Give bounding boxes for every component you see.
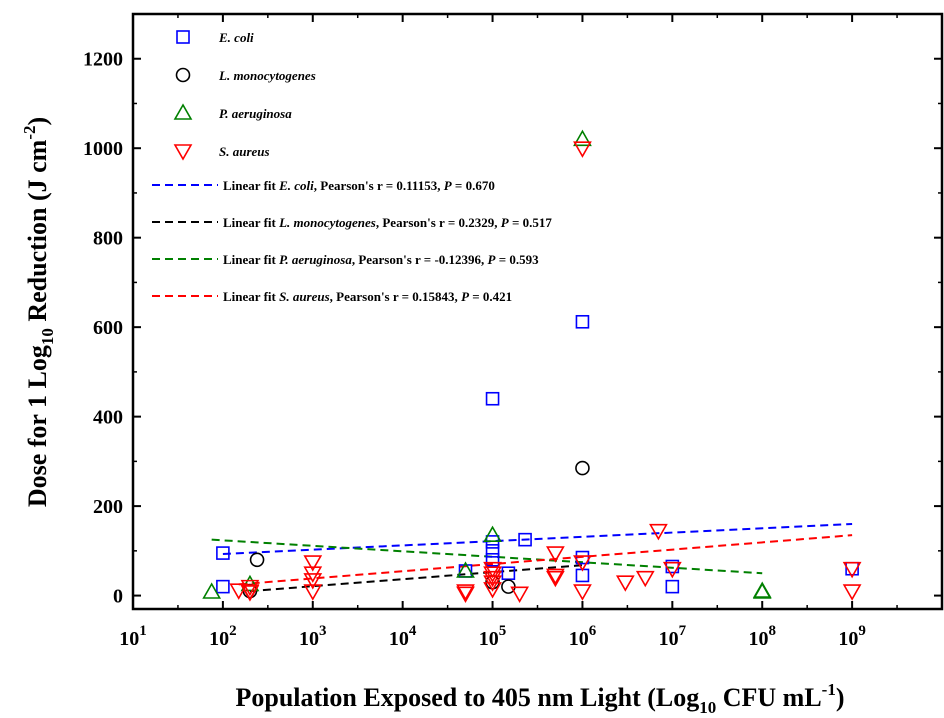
x-axis-title-sup: -1 — [822, 680, 836, 699]
data-point — [575, 460, 590, 476]
x-tick-label: 104 — [389, 623, 417, 650]
data-point — [518, 532, 532, 547]
legend-marker — [175, 67, 191, 83]
y-axis-title-sub: 10 — [38, 328, 57, 345]
data-point — [485, 391, 500, 406]
data-point — [546, 568, 565, 586]
legend-fit-label: Linear fit E. coli, Pearson's r = 0.1115… — [223, 178, 495, 193]
data-point — [662, 561, 682, 579]
data-point — [615, 575, 635, 592]
y-tick-label: 1200 — [83, 49, 123, 71]
plot-frame — [131, 12, 944, 611]
legend-fit-label: Linear fit S. aureus, Pearson's r = 0.15… — [223, 289, 512, 304]
legend-marker — [173, 144, 193, 161]
data-point — [216, 579, 230, 594]
data-point — [249, 552, 265, 568]
x-tick-label: 101 — [119, 623, 147, 650]
data-point — [240, 574, 260, 592]
x-axis-title-mid: CFU mL — [716, 683, 821, 712]
data-point — [456, 586, 475, 603]
x-tick-label: 106 — [569, 623, 597, 650]
y-axis: 0 200 400 600 800 1000 1200 — [83, 49, 942, 608]
data-point — [510, 586, 529, 603]
y-tick-label: 0 — [113, 586, 123, 608]
x-tick-label: 109 — [838, 623, 866, 650]
data-points — [202, 129, 862, 603]
data-point — [240, 585, 260, 602]
x-tick-label: 107 — [659, 623, 687, 650]
data-point — [752, 582, 772, 599]
y-axis-title: Dose for 1 Log10 Reduction (J cm-2) — [20, 117, 57, 507]
data-point — [303, 573, 323, 590]
x-tick-label: 102 — [209, 623, 237, 650]
legend-label: E. coli — [218, 30, 254, 45]
data-point — [665, 579, 680, 594]
data-point — [649, 523, 668, 541]
legend-label: P. aeruginosa — [219, 106, 292, 121]
fit-lines — [211, 523, 853, 593]
data-point — [240, 579, 260, 597]
data-point — [483, 570, 502, 588]
y-axis-title-end: ) — [23, 117, 52, 126]
fit-line — [222, 523, 853, 555]
data-point — [842, 584, 862, 601]
data-point — [483, 582, 502, 599]
data-point — [229, 583, 249, 600]
data-point — [573, 555, 592, 572]
legend-marker — [176, 30, 190, 44]
x-axis-title-end: ) — [836, 683, 845, 712]
legend-fit-label: Linear fit P. aeruginosa, Pearson's r = … — [223, 252, 539, 267]
legend: E. coli L. monocytogenes P. aeruginosa S. a… — [152, 30, 552, 304]
y-tick-label: 800 — [93, 228, 123, 250]
data-point — [635, 570, 655, 588]
y-axis-title-sup: -2 — [20, 126, 39, 140]
y-tick-label: 400 — [93, 407, 123, 429]
legend-marker — [173, 103, 193, 120]
y-tick-label: 200 — [93, 496, 123, 518]
data-point — [546, 570, 565, 588]
x-axis-title: Population Exposed to 405 nm Light (Log1… — [235, 680, 844, 717]
x-tick-label: 103 — [299, 623, 327, 650]
data-point — [483, 525, 502, 542]
data-point — [216, 546, 230, 560]
data-point — [202, 582, 222, 599]
data-point — [485, 552, 500, 567]
y-axis-title-main: Dose for 1 Log — [23, 345, 52, 507]
legend-label: S. aureus — [219, 144, 270, 159]
data-point — [573, 141, 592, 158]
x-axis-title-main: Population Exposed to 405 nm Light (Log — [235, 683, 699, 712]
data-point — [303, 555, 323, 572]
x-axis-title-sub: 10 — [699, 698, 716, 717]
data-point — [456, 584, 475, 601]
data-point — [303, 584, 323, 601]
x-tick-label: 105 — [479, 623, 507, 650]
data-point — [546, 546, 565, 563]
x-axis: 101 102 103 104 105 106 107 108 109 — [119, 14, 898, 650]
fit-line — [249, 564, 583, 593]
fit-line — [238, 534, 853, 586]
legend-fit-label: Linear fit L. monocytogenes, Pearson's r… — [223, 215, 552, 230]
data-point — [575, 314, 590, 329]
data-point — [501, 566, 516, 581]
data-point — [573, 584, 592, 601]
data-point — [485, 544, 500, 558]
data-point — [573, 129, 592, 147]
legend-label: L. monocytogenes — [218, 68, 316, 83]
data-point — [575, 550, 590, 565]
y-axis-title-mid: Reduction (J cm — [23, 139, 52, 328]
data-point — [842, 561, 862, 579]
y-tick-label: 600 — [93, 317, 123, 339]
data-point — [456, 561, 475, 578]
data-point — [483, 561, 502, 579]
data-point — [483, 566, 502, 583]
y-tick-label: 1000 — [83, 138, 123, 160]
x-tick-label: 108 — [748, 623, 776, 650]
